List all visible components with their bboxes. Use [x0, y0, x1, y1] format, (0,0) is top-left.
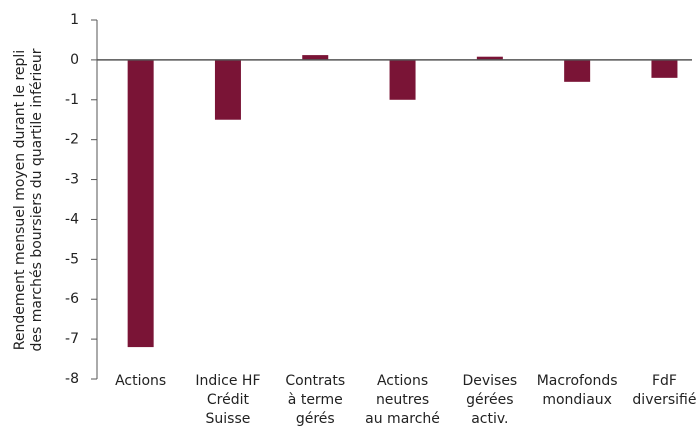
y-axis-label: Rendement mensuel moyen durant le repli — [12, 50, 28, 350]
x-tick-label: Suisse — [206, 411, 251, 427]
x-tick-label: à terme — [288, 392, 343, 408]
x-tick-label: activ. — [471, 411, 508, 427]
bar — [476, 56, 503, 60]
bar — [302, 55, 329, 60]
x-tick-label: gérés — [296, 411, 335, 427]
x-tick-label: gérées — [466, 392, 513, 408]
x-tick-label: Indice HF — [195, 373, 260, 389]
bar — [564, 59, 591, 82]
x-tick-label: Crédit — [207, 392, 250, 408]
y-axis-label: des marchés boursiers du quartile inféri… — [29, 48, 45, 351]
x-tick-label: Devises — [462, 373, 517, 389]
x-tick-label: diversifié — [632, 392, 696, 408]
bar — [651, 59, 678, 78]
x-tick-label: Actions — [377, 373, 428, 389]
y-tick-label: -8 — [65, 371, 79, 387]
y-tick-label: -4 — [65, 211, 79, 227]
bar — [214, 59, 241, 120]
y-tick-label: 1 — [70, 12, 79, 28]
y-tick-label: -1 — [65, 92, 79, 108]
x-tick-label: neutres — [376, 392, 429, 408]
x-tick-label: au marché — [365, 411, 440, 427]
y-tick-label: -2 — [65, 132, 79, 148]
x-tick-label: FdF — [652, 373, 677, 389]
x-tick-label: Actions — [115, 373, 166, 389]
y-tick-label: -3 — [65, 172, 79, 188]
x-tick-label: Macrofonds — [537, 373, 618, 389]
y-tick-label: 0 — [70, 52, 79, 68]
bar — [389, 59, 416, 100]
y-tick-label: -6 — [65, 291, 79, 307]
y-tick-label: -7 — [65, 331, 79, 347]
x-tick-label: Contrats — [285, 373, 345, 389]
bar — [127, 59, 154, 348]
y-tick-label: -5 — [65, 251, 79, 267]
x-tick-label: mondiaux — [542, 392, 612, 408]
